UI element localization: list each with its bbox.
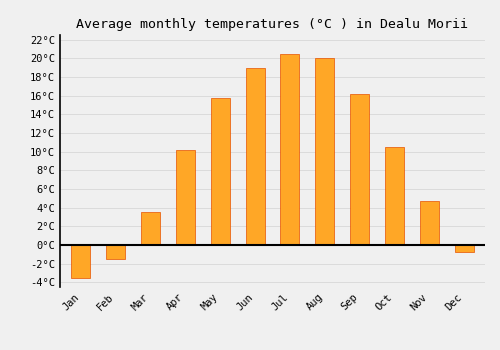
- Bar: [141, 212, 160, 245]
- Bar: [420, 201, 439, 245]
- Bar: [210, 98, 230, 245]
- Bar: [72, 245, 90, 278]
- Bar: [280, 54, 299, 245]
- Bar: [454, 245, 473, 252]
- Bar: [350, 94, 369, 245]
- Bar: [176, 150, 195, 245]
- Bar: [315, 58, 334, 245]
- Bar: [246, 68, 264, 245]
- Title: Average monthly temperatures (°C ) in Dealu Morii: Average monthly temperatures (°C ) in De…: [76, 18, 468, 31]
- Bar: [106, 245, 126, 259]
- Bar: [385, 147, 404, 245]
